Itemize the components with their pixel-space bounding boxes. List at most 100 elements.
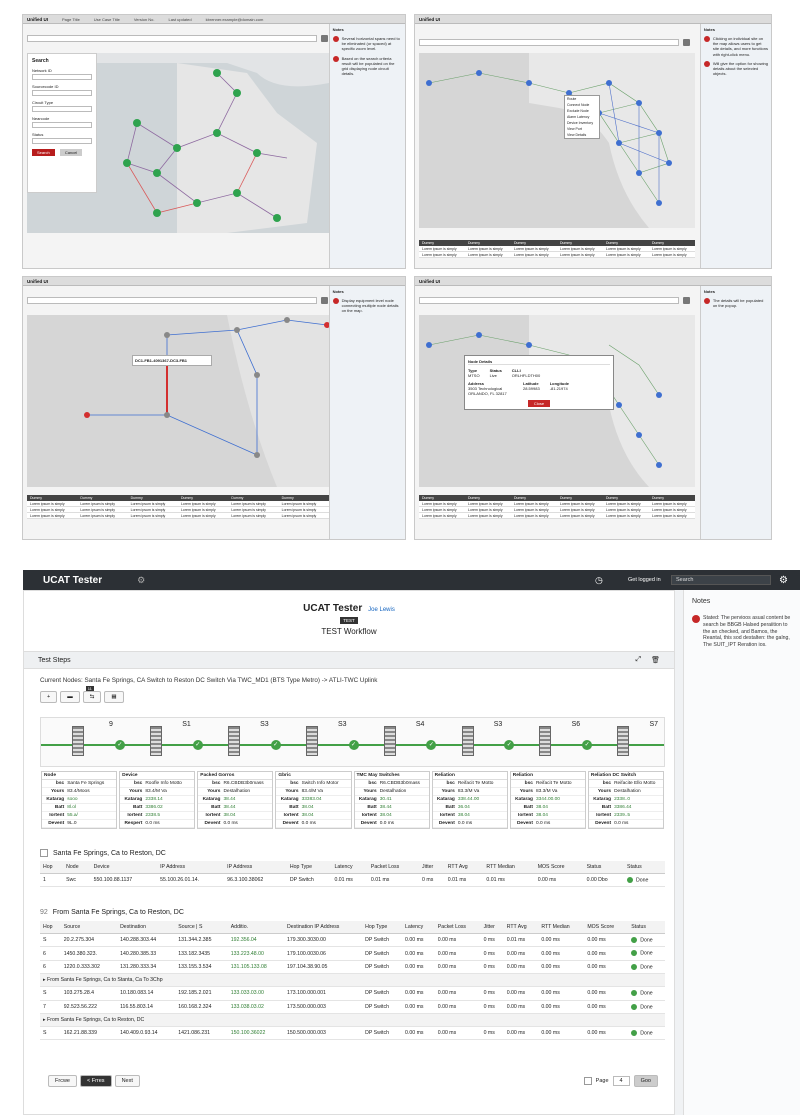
settings-icon[interactable]: ⚙ [779,574,788,586]
node-label: S3 [260,721,269,728]
map-search-input[interactable] [27,35,317,42]
map-search-button[interactable] [683,297,690,304]
done-status-icon [631,990,638,997]
column-header: Source | S [175,921,228,934]
page-number-input[interactable]: 4 [612,1076,630,1086]
notes-button[interactable]: ▬ [60,691,80,703]
column-header: RTT Avg [444,861,484,874]
column-header: Packet Loss [367,861,420,874]
page-header: UCAT Tester Joe Lewis TEST TEST Workflow [24,591,674,636]
menu-item-inventory[interactable]: Device Inventory [567,121,594,125]
table-row[interactable]: 6 1220.0.333.302 131.280.333.34 133.155.3.5… [40,960,665,975]
user-menu[interactable]: Get logged in [628,577,661,583]
chevron-right-icon: ▸ [43,1016,48,1023]
florida-map[interactable]: Node Details Type MTSO Status Live CLLI ORLHF… [419,315,695,487]
device-node[interactable]: S3 ✓ [430,718,515,766]
route-button[interactable]: ⇆ 11 [82,686,102,703]
prev-page-button[interactable]: < Frres [79,1075,112,1087]
table-row[interactable]: 1 Swc 550.100.88.1137 55.100.26.01.14. 96.3.… [40,873,665,888]
delete-icon[interactable]: 🗑 [651,657,660,664]
first-page-button[interactable]: Frcwe [48,1075,77,1087]
section-checkbox[interactable] [40,849,48,857]
search-cancel-button[interactable]: Cancel [59,149,83,156]
tile-header: Unified UI [415,15,771,24]
global-search-input[interactable]: Search [671,575,771,585]
group-row[interactable]: ▸ From Santa Fe Springs, Ca to Stanta, C… [40,973,665,988]
column-header: Destination IP Address [284,921,363,934]
column-header: Source [60,921,118,934]
device-node[interactable]: S4 ✓ [353,718,437,766]
circuit-type-field[interactable] [32,106,92,112]
page-checkbox[interactable] [583,1077,592,1085]
menu-item-connect[interactable]: Connect Node [567,103,590,107]
table-row[interactable]: S 20.2.275.304 140.288.303.44 131.344.2.385… [40,933,665,948]
source-id-field[interactable] [32,90,92,96]
tile-notes: Notes Display equipment level node conne… [328,286,405,539]
menu-item-port[interactable]: View Port [567,127,582,131]
wireframe-tile-node-details: Unified UI Node Details Type MTSO Status Li… [414,276,772,540]
add-step-button[interactable]: + [40,691,58,703]
logo-icon: ⚙ [137,574,146,585]
note-marker-icon [692,615,700,623]
timer-icon[interactable]: ◷ [595,574,603,585]
menu-item-details[interactable]: View Details [567,133,587,137]
table-row[interactable]: S 162.21.88.339 140.409.0.93.14 1421.086.23… [40,1026,665,1041]
map-results-table: Dummy Dummy Dummy Dummy Dummy Dummy Lorem ips… [419,495,695,519]
expand-icon[interactable]: ⤢ [635,656,642,663]
map-search-button[interactable] [683,39,690,46]
node-label: S7 [649,721,658,728]
menu-item-exclude[interactable]: Exclude Node [567,109,589,113]
app-title: UCAT Tester [43,574,103,586]
tile-notes: Notes Clicking on individual site on the… [699,24,771,268]
map-search-input[interactable] [419,297,679,304]
map-search-button[interactable] [321,35,328,42]
device-node[interactable]: S3 ✓ [197,718,281,766]
menu-item-alarm[interactable]: Alarm Latency [567,115,590,119]
column-header: Hop Type [286,861,332,874]
note-marker-icon [703,36,710,42]
calendar-button[interactable]: ▦ [104,691,124,703]
device-node[interactable]: S3 ✓ [275,718,359,766]
map-search-button[interactable] [321,297,328,304]
device-strip: 9 ✓ S1 ✓ S3 ✓ S3 ✓ S4 ✓ S3 ✓ S6 ✓ S7 [40,717,665,767]
device-node[interactable]: S7 [586,718,664,766]
device-rack-icon [461,726,474,756]
column-header: Jitter [419,861,445,874]
table-row[interactable]: S 103.275.28.4 10.180.083.14 192.185.2.021 1… [40,986,665,1001]
column-header: RTT Avg [503,921,539,934]
group-row[interactable]: ▸ From Santa Fe Springs, Ca to Reston, D… [40,1013,665,1027]
nearcode-field[interactable] [32,122,92,128]
equipment-map[interactable]: DC1-FB1-4091367-DC3-FB1 [27,315,329,487]
test-steps-header: Test Steps ⤢ 🗑 [24,651,674,669]
step-toolbar: + ▬ ⇆ 11 ▦ [40,686,124,703]
summary-table: Hop Node Device IP Address IP Address Hop Typ… [40,861,665,888]
status-field[interactable] [32,138,92,144]
map-search-input[interactable] [419,39,679,46]
device-node[interactable]: 9 ✓ [41,718,125,766]
device-node[interactable]: S1 ✓ [119,718,203,766]
florida-map[interactable]: Route Connect Node Exclude Node Alarm La… [419,53,695,228]
user-link[interactable]: Joe Lewis [368,607,395,613]
network-overlay [27,53,329,233]
menu-item-route[interactable]: Route [567,97,577,101]
go-page-button[interactable]: Goo [633,1075,658,1087]
table-row[interactable]: 6 1450.380.323. 140.280.385.33 133.182.3435… [40,946,665,961]
map-search-input[interactable] [27,297,317,304]
device-node[interactable]: S6 ✓ [508,718,593,766]
note-marker-icon [332,298,339,304]
check-icon: ✓ [192,740,203,750]
popup-close-button[interactable]: Close [527,400,551,407]
search-submit-button[interactable]: Search [32,149,55,156]
node-label: S1 [182,721,191,728]
network-overlay [84,315,329,487]
section-hops: 92 From Santa Fe Springs, Ca to Reston, D… [40,909,665,1041]
done-status-icon [631,950,638,957]
network-id-field[interactable] [32,74,92,80]
next-page-button[interactable]: Next [114,1075,140,1087]
node-label: S3 [337,721,347,728]
node-label: S3 [493,721,503,728]
table-row[interactable]: 7 92.523.56.222 116.55.803.14 160.168.2.324… [40,1000,665,1014]
done-status-icon [631,1003,638,1010]
column-header: Latency [402,921,435,934]
note-marker-icon [703,298,710,304]
